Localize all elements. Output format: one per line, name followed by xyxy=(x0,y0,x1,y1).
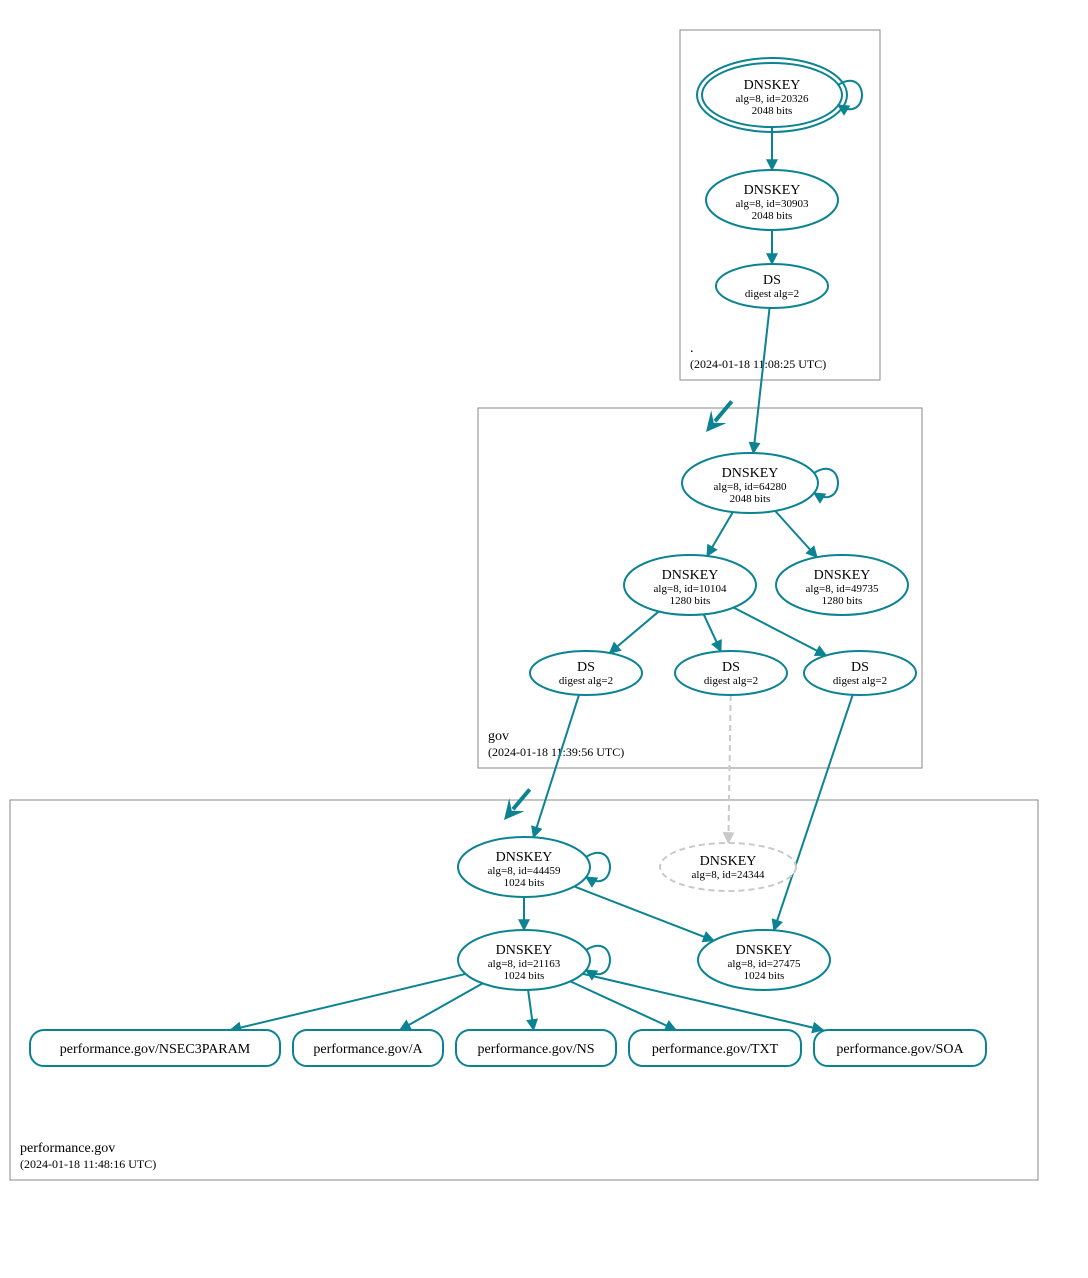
delegation-arrow-1 xyxy=(496,783,537,826)
node-perf_zsk: DNSKEYalg=8, id=211631024 bits xyxy=(458,930,610,990)
edge-gov_zsk1-to-gov_ds2 xyxy=(704,614,721,651)
edge-perf_zsk-to-rr_nsec3 xyxy=(230,974,465,1030)
node-perf_ksk: DNSKEYalg=8, id=444591024 bits xyxy=(458,837,610,897)
node-gov_ksk: DNSKEYalg=8, id=642802048 bits xyxy=(682,453,838,513)
node-perf_extra: DNSKEYalg=8, id=274751024 bits xyxy=(698,930,830,990)
edge-gov_zsk1-to-gov_ds3 xyxy=(734,608,827,656)
node-gov_ds2: DSdigest alg=2 xyxy=(675,651,787,695)
nodes-layer: DNSKEYalg=8, id=203262048 bitsDNSKEYalg=… xyxy=(30,58,986,1066)
node-rr_nsec3-label: performance.gov/NSEC3PARAM xyxy=(60,1042,251,1057)
zone-gov-timestamp: (2024-01-18 11:39:56 UTC) xyxy=(488,745,624,759)
zone-root-timestamp: (2024-01-18 11:08:25 UTC) xyxy=(690,357,826,371)
node-rr_ns: performance.gov/NS xyxy=(456,1030,616,1066)
node-gov_ksk-line3: 2048 bits xyxy=(730,493,771,505)
node-root_ksk-line3: 2048 bits xyxy=(752,105,793,117)
node-perf_zsk-line3: 1024 bits xyxy=(504,970,545,982)
node-rr_txt-label: performance.gov/TXT xyxy=(652,1042,779,1057)
zone-perf-timestamp: (2024-01-18 11:48:16 UTC) xyxy=(20,1157,156,1171)
node-gov_ds3: DSdigest alg=2 xyxy=(804,651,916,695)
node-gov_zsk2-line3: 1280 bits xyxy=(822,595,863,607)
node-root_ksk-title: DNSKEY xyxy=(744,78,801,93)
edge-gov_ksk-to-gov_zsk2 xyxy=(775,511,817,557)
node-gov_zsk2: DNSKEYalg=8, id=497351280 bits xyxy=(776,555,908,615)
node-perf_extra-line3: 1024 bits xyxy=(744,970,785,982)
edge-perf_zsk-to-rr_txt xyxy=(570,981,676,1030)
node-gov_zsk2-title: DNSKEY xyxy=(814,568,871,583)
node-root_ds-title: DS xyxy=(763,273,781,288)
node-gov_zsk1: DNSKEYalg=8, id=101041280 bits xyxy=(624,555,756,615)
node-root_ds-line2: digest alg=2 xyxy=(745,288,799,300)
node-rr_a-label: performance.gov/A xyxy=(313,1042,423,1057)
node-gov_zsk1-title: DNSKEY xyxy=(662,568,719,583)
node-gov_ds2-title: DS xyxy=(722,660,740,675)
node-perf_missing-line2: alg=8, id=24344 xyxy=(692,869,765,881)
node-gov_ds1: DSdigest alg=2 xyxy=(530,651,642,695)
node-rr_nsec3: performance.gov/NSEC3PARAM xyxy=(30,1030,280,1066)
edge-perf_zsk-to-rr_ns xyxy=(528,990,533,1030)
node-root_ksk-line2: alg=8, id=20326 xyxy=(736,93,809,105)
edge-gov_ds3-to-perf_extra xyxy=(774,695,853,931)
node-root_zsk-line3: 2048 bits xyxy=(752,210,793,222)
node-rr_ns-label: performance.gov/NS xyxy=(477,1042,594,1057)
node-gov_ksk-title: DNSKEY xyxy=(722,466,779,481)
node-gov_ds2-line2: digest alg=2 xyxy=(704,675,758,687)
node-perf_zsk-line2: alg=8, id=21163 xyxy=(488,958,561,970)
node-perf_ksk-line3: 1024 bits xyxy=(504,877,545,889)
edge-perf_zsk-to-rr_a xyxy=(400,983,483,1030)
node-perf_missing-title: DNSKEY xyxy=(700,854,757,869)
node-gov_ds1-line2: digest alg=2 xyxy=(559,675,613,687)
node-perf_zsk-title: DNSKEY xyxy=(496,943,553,958)
node-root_ds: DSdigest alg=2 xyxy=(716,264,828,308)
node-gov_zsk2-line2: alg=8, id=49735 xyxy=(806,583,879,595)
dnssec-diagram: .(2024-01-18 11:08:25 UTC)gov(2024-01-18… xyxy=(0,0,1088,1278)
edge-perf_ksk-to-perf_extra xyxy=(574,886,714,940)
node-rr_a: performance.gov/A xyxy=(293,1030,443,1066)
node-perf_extra-title: DNSKEY xyxy=(736,943,793,958)
node-root_zsk-title: DNSKEY xyxy=(744,183,801,198)
edge-gov_ds1-to-perf_ksk xyxy=(533,695,579,837)
node-gov_zsk1-line3: 1280 bits xyxy=(670,595,711,607)
delegation-arrow-0 xyxy=(698,395,739,438)
zone-gov-label: gov xyxy=(488,729,509,744)
node-gov_ksk-line2: alg=8, id=64280 xyxy=(714,481,787,493)
node-gov_ds3-line2: digest alg=2 xyxy=(833,675,887,687)
node-root_ksk: DNSKEYalg=8, id=203262048 bits xyxy=(697,58,862,132)
node-root_zsk-line2: alg=8, id=30903 xyxy=(736,198,809,210)
node-perf_ksk-title: DNSKEY xyxy=(496,850,553,865)
edge-gov_ds2-to-perf_missing xyxy=(728,695,730,843)
node-perf_missing: DNSKEYalg=8, id=24344 xyxy=(660,843,796,891)
node-gov_zsk1-line2: alg=8, id=10104 xyxy=(654,583,727,595)
edge-gov_zsk1-to-gov_ds1 xyxy=(610,611,659,653)
node-rr_soa-label: performance.gov/SOA xyxy=(836,1042,964,1057)
node-gov_ds1-title: DS xyxy=(577,660,595,675)
node-rr_soa: performance.gov/SOA xyxy=(814,1030,986,1066)
zone-root-label: . xyxy=(690,341,694,356)
edge-gov_ksk-to-gov_zsk1 xyxy=(707,512,733,556)
node-gov_ds3-title: DS xyxy=(851,660,869,675)
node-perf_ksk-line2: alg=8, id=44459 xyxy=(488,865,561,877)
edge-root_ds-to-gov_ksk xyxy=(753,308,769,453)
node-perf_extra-line2: alg=8, id=27475 xyxy=(728,958,801,970)
node-rr_txt: performance.gov/TXT xyxy=(629,1030,801,1066)
node-root_zsk: DNSKEYalg=8, id=309032048 bits xyxy=(706,170,838,230)
zone-perf-label: performance.gov xyxy=(20,1141,115,1156)
